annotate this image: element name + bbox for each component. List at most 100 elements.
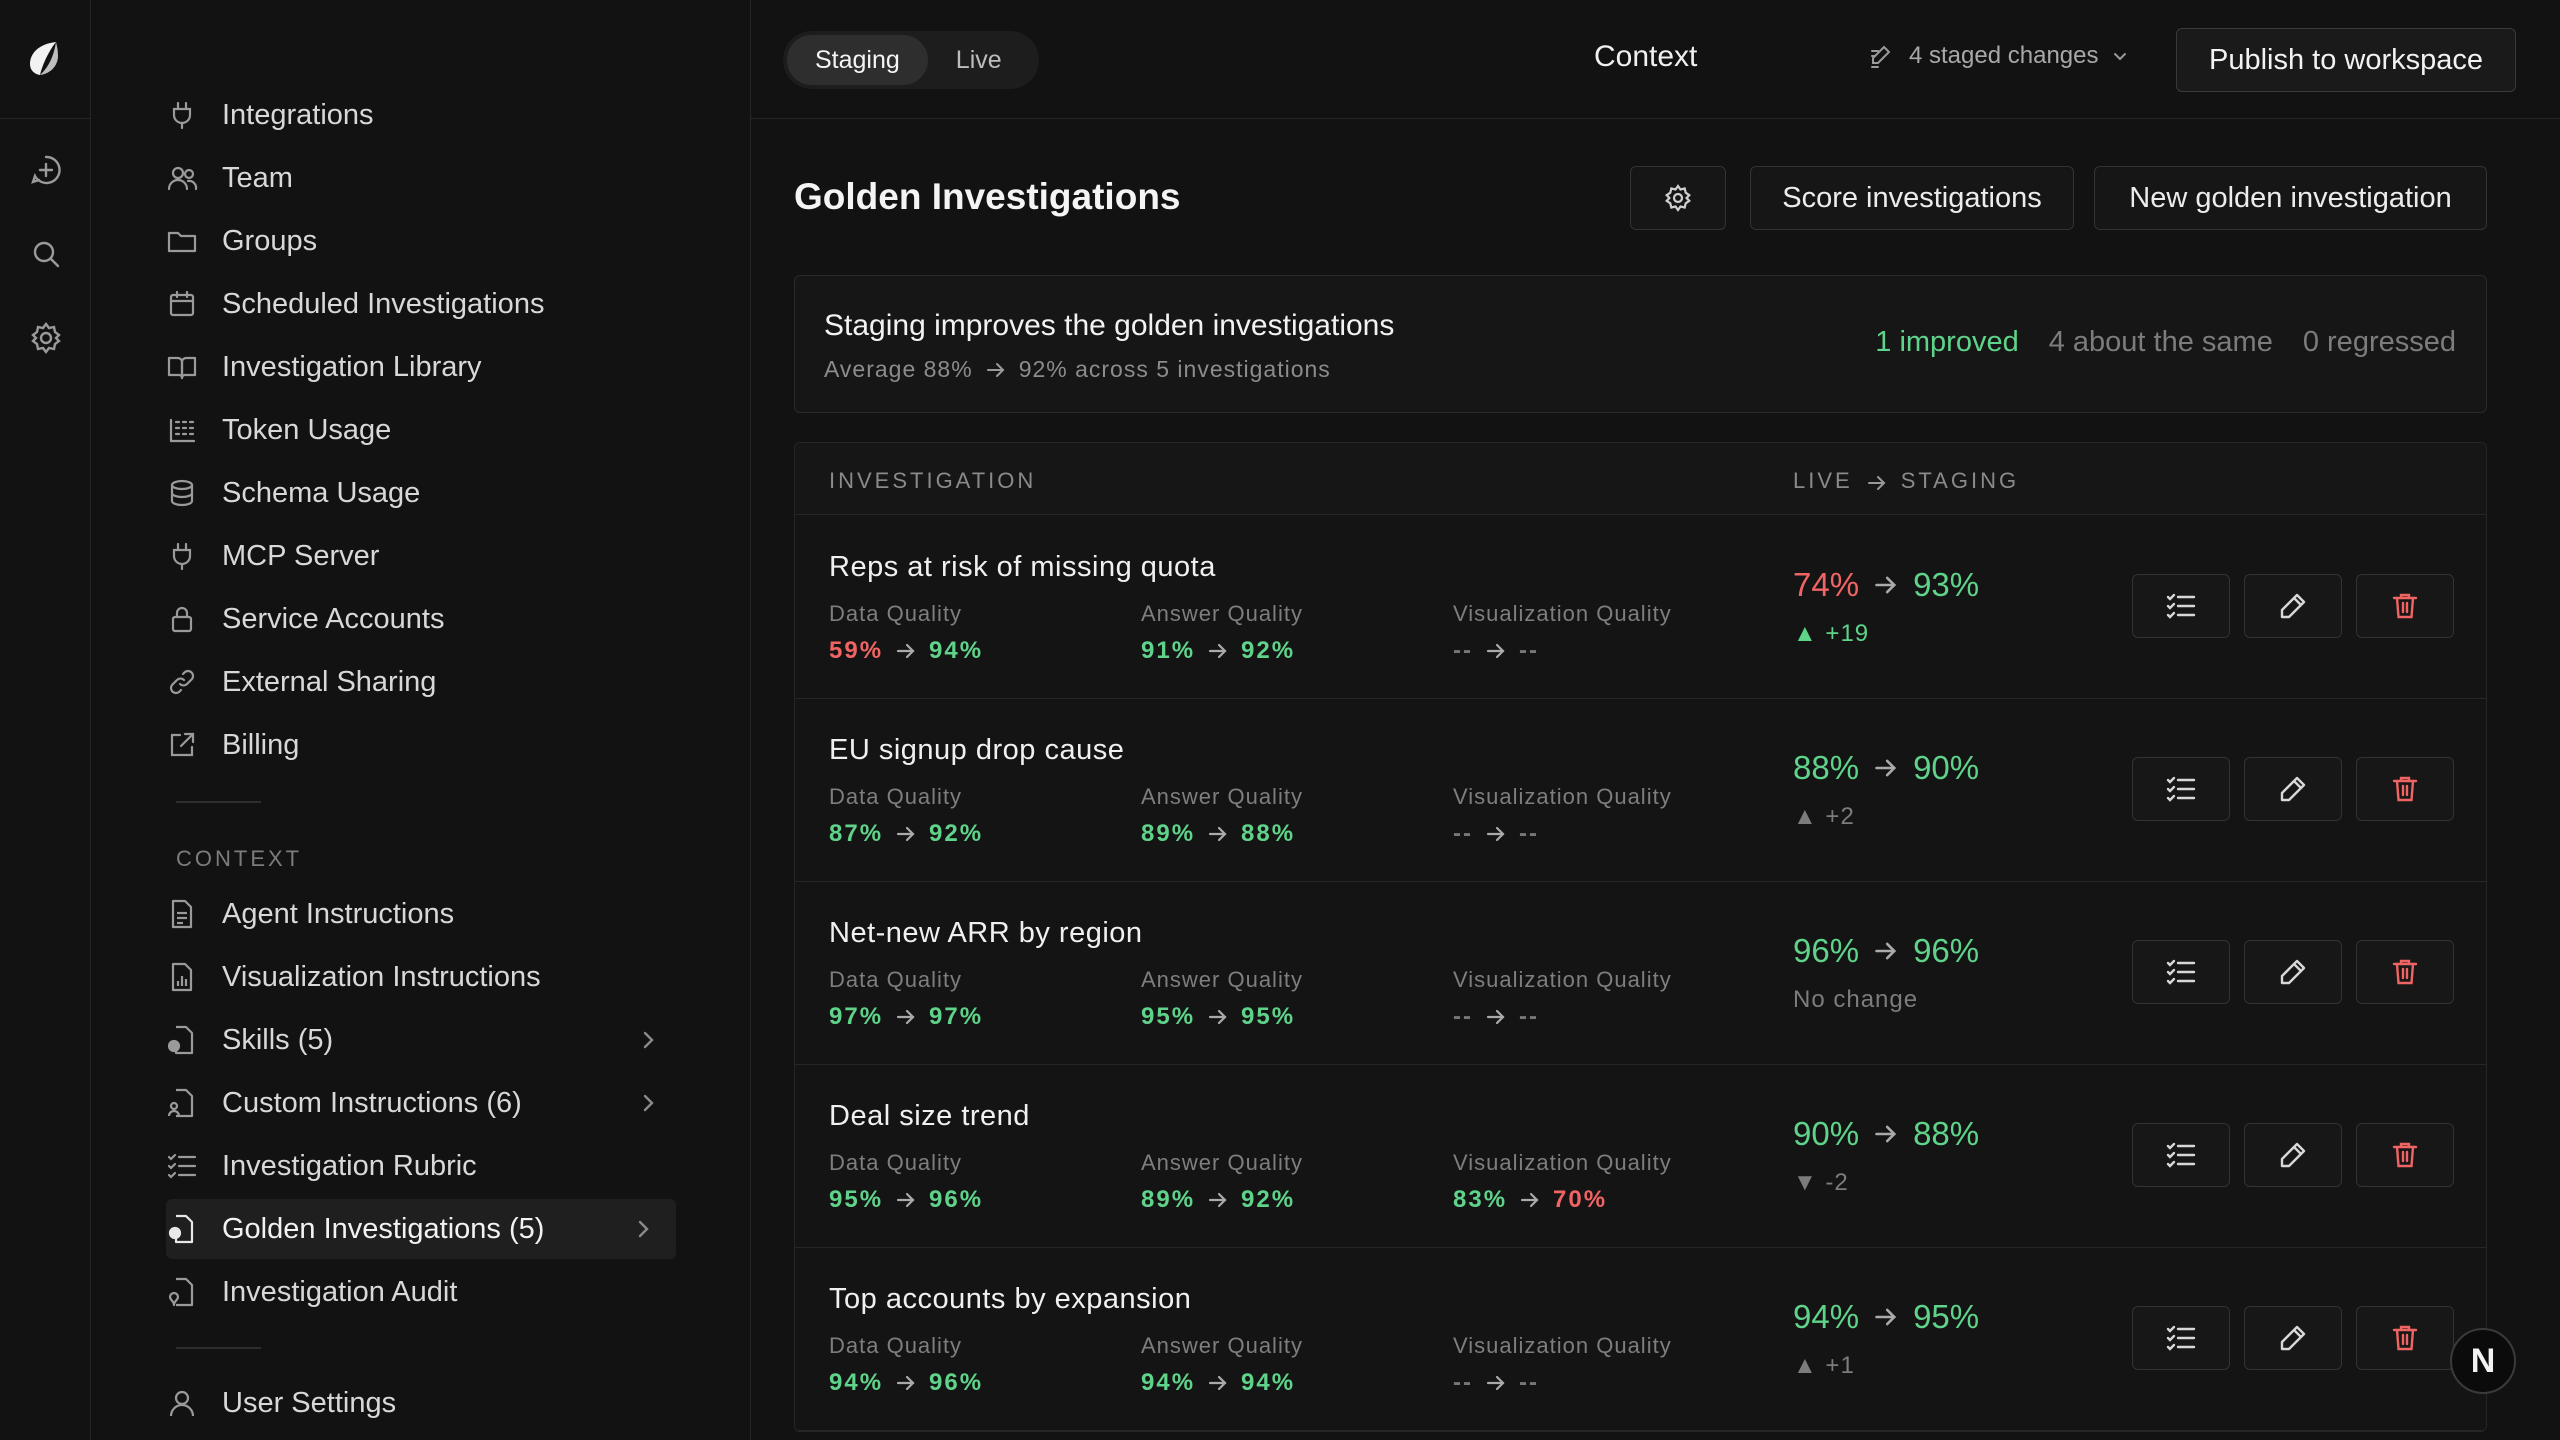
edit-button[interactable] xyxy=(2244,574,2342,638)
staged-changes-dropdown[interactable]: 4 staged changes xyxy=(1869,42,2130,70)
settings-sidebar: Integrations Team Groups Scheduled Inves… xyxy=(91,0,751,1440)
trash-icon xyxy=(2392,776,2418,802)
nav-item-groups[interactable]: Groups xyxy=(166,211,766,271)
investigation-name[interactable]: Reps at risk of missing quota xyxy=(829,551,1216,583)
view-rubric-button[interactable] xyxy=(2132,940,2230,1004)
table-row[interactable]: Top accounts by expansion Data Quality 94%… xyxy=(795,1248,2486,1431)
nav-item-service-accounts[interactable]: Service Accounts xyxy=(166,589,766,649)
metric-values: 87% 92% xyxy=(829,820,983,848)
metric-answer-quality: Answer Quality 89% 92% xyxy=(1141,1150,1303,1214)
new-chat-icon[interactable] xyxy=(29,153,63,187)
table-row[interactable]: Net-new ARR by region Data Quality 97% 97% A… xyxy=(795,882,2486,1065)
edit-button[interactable] xyxy=(2244,1306,2342,1370)
nav-item-label: Token Usage xyxy=(222,413,392,446)
search-icon[interactable] xyxy=(29,237,63,271)
edit-button[interactable] xyxy=(2244,1123,2342,1187)
pencil-icon xyxy=(2280,1142,2306,1168)
delete-button[interactable] xyxy=(2356,1123,2454,1187)
metric-live-value: -- xyxy=(1453,637,1473,664)
nav-item-investigation-library[interactable]: Investigation Library xyxy=(166,337,766,397)
overall-score: 88% 90% xyxy=(1793,749,1979,787)
overall-staging-score: 88% xyxy=(1913,1115,1980,1152)
table-row[interactable]: EU signup drop cause Data Quality 87% 92% An… xyxy=(795,699,2486,882)
delete-button[interactable] xyxy=(2356,940,2454,1004)
chevron-right-icon[interactable] xyxy=(630,1216,656,1242)
metric-data-quality: Data Quality 94% 96% xyxy=(829,1333,983,1397)
investigation-name[interactable]: Net-new ARR by region xyxy=(829,917,1143,949)
score-investigations-button[interactable]: Score investigations xyxy=(1750,166,2074,230)
nav-item-skills[interactable]: Skills (5) xyxy=(166,1010,766,1070)
metric-staging-value: -- xyxy=(1518,1003,1539,1030)
staged-changes-label: 4 staged changes xyxy=(1909,42,2099,69)
nav-item-investigation-rubric[interactable]: Investigation Rubric xyxy=(166,1136,766,1196)
overall-staging-score: 93% xyxy=(1913,566,1980,603)
gear-icon[interactable] xyxy=(29,321,63,355)
metric-staging-value: 96% xyxy=(929,1186,984,1213)
arrow-right-icon xyxy=(1875,759,1897,777)
nav-item-mcp-server[interactable]: MCP Server xyxy=(166,526,766,586)
edit-button[interactable] xyxy=(2244,940,2342,1004)
metric-label: Visualization Quality xyxy=(1453,784,1672,809)
new-golden-investigation-button[interactable]: New golden investigation xyxy=(2094,166,2487,230)
nav-item-label: Agent Instructions xyxy=(222,897,455,930)
overall-live-score: 88% xyxy=(1793,749,1860,786)
delete-button[interactable] xyxy=(2356,1306,2454,1370)
tab-live[interactable]: Live xyxy=(955,45,1002,74)
nav-item-golden-investigations[interactable]: Golden Investigations (5) xyxy=(166,1199,676,1259)
settings-button[interactable] xyxy=(1630,166,1726,230)
investigation-name[interactable]: Deal size trend xyxy=(829,1100,1030,1132)
nav-item-agent-instructions[interactable]: Agent Instructions xyxy=(166,884,766,944)
nav-item-label: Investigation Rubric xyxy=(222,1149,477,1182)
metric-values: 95% 95% xyxy=(1141,1003,1303,1031)
nav-item-billing[interactable]: Billing xyxy=(166,715,766,775)
arrow-right-icon xyxy=(1486,1009,1505,1025)
table-row[interactable]: Deal size trend Data Quality 95% 96% Answer … xyxy=(795,1065,2486,1248)
lock-icon xyxy=(171,606,193,633)
arrow-right-icon xyxy=(1875,1308,1897,1326)
delete-button[interactable] xyxy=(2356,574,2454,638)
metric-values: 97% 97% xyxy=(829,1003,983,1031)
app-logo-icon[interactable] xyxy=(24,38,66,80)
metric-live-value: 94% xyxy=(829,1369,884,1396)
chevron-down-icon xyxy=(2114,53,2127,61)
edit-button[interactable] xyxy=(2244,757,2342,821)
view-rubric-button[interactable] xyxy=(2132,757,2230,821)
investigation-name[interactable]: Top accounts by expansion xyxy=(829,1283,1192,1315)
nav-item-schema-usage[interactable]: Schema Usage xyxy=(166,463,766,523)
chevron-right-icon[interactable] xyxy=(635,1027,661,1053)
metric-live-value: 59% xyxy=(829,637,884,664)
link-icon xyxy=(169,669,195,695)
metric-live-value: 91% xyxy=(1141,637,1196,664)
publish-button[interactable]: Publish to workspace xyxy=(2176,28,2516,92)
nav-item-visualization-instructions[interactable]: Visualization Instructions xyxy=(166,947,766,1007)
overall-staging-score: 96% xyxy=(1913,932,1980,969)
tab-staging[interactable]: Staging xyxy=(787,35,928,85)
nav-item-custom-instructions[interactable]: Custom Instructions (6) xyxy=(166,1073,766,1133)
icon-rail xyxy=(0,0,91,1440)
metric-label: Visualization Quality xyxy=(1453,1150,1672,1175)
nav-item-scheduled-investigations[interactable]: Scheduled Investigations xyxy=(166,274,766,334)
page-title: Context xyxy=(1594,40,1698,73)
metric-label: Visualization Quality xyxy=(1453,967,1672,992)
chevron-right-icon[interactable] xyxy=(635,1090,661,1116)
table-row[interactable]: Reps at risk of missing quota Data Qualit… xyxy=(795,516,2486,699)
user-avatar[interactable]: N xyxy=(2450,1328,2516,1394)
view-rubric-button[interactable] xyxy=(2132,1306,2230,1370)
nav-item-external-sharing[interactable]: External Sharing xyxy=(166,652,766,712)
nav-item-team[interactable]: Team xyxy=(166,148,766,208)
pencil-icon xyxy=(2280,776,2306,802)
calendar-icon xyxy=(169,290,195,317)
nav-item-label: Scheduled Investigations xyxy=(222,287,545,320)
users-icon xyxy=(167,166,198,191)
nav-item-user-settings[interactable]: User Settings xyxy=(166,1373,766,1433)
nav-item-integrations[interactable]: Integrations xyxy=(166,85,766,145)
view-rubric-button[interactable] xyxy=(2132,1123,2230,1187)
column-header-investigation: INVESTIGATION xyxy=(829,468,1037,493)
metric-staging-value: -- xyxy=(1518,637,1539,664)
metric-label: Data Quality xyxy=(829,784,963,809)
view-rubric-button[interactable] xyxy=(2132,574,2230,638)
nav-item-investigation-audit[interactable]: Investigation Audit xyxy=(166,1262,766,1322)
delete-button[interactable] xyxy=(2356,757,2454,821)
investigation-name[interactable]: EU signup drop cause xyxy=(829,734,1125,766)
nav-item-token-usage[interactable]: Token Usage xyxy=(166,400,766,460)
